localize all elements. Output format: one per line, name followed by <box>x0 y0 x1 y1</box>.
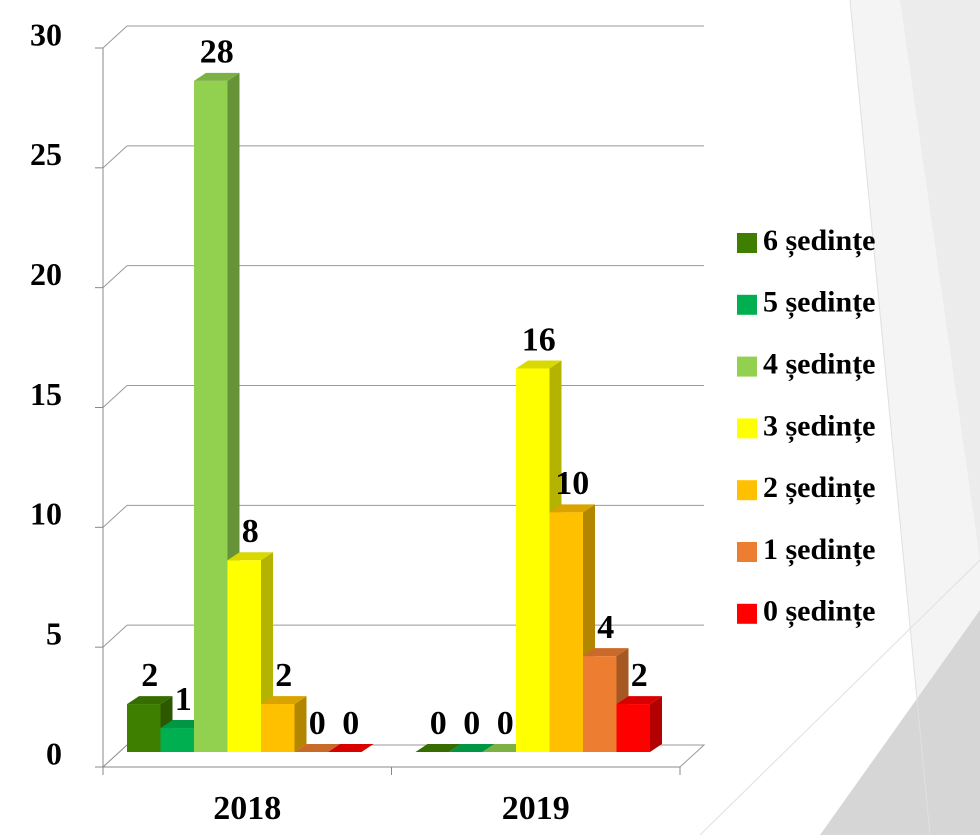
bar-top <box>294 744 340 752</box>
bar-top <box>616 696 662 705</box>
value-label: 8 <box>242 513 259 550</box>
legend-label: 2 ședințe <box>763 471 876 505</box>
bar <box>328 744 374 752</box>
x-tick-label: 2019 <box>502 790 570 827</box>
y-tick-label: 30 <box>30 16 62 52</box>
bar <box>616 696 662 752</box>
bar <box>549 504 595 752</box>
value-label: 1 <box>175 681 192 718</box>
bar-front <box>583 656 617 752</box>
value-label: 2 <box>631 657 648 694</box>
legend-swatch <box>737 233 757 253</box>
grid-line <box>102 744 128 768</box>
value-label: 16 <box>522 321 556 358</box>
bar-front <box>549 512 583 752</box>
legend-swatch <box>737 356 757 377</box>
bar-top <box>549 504 595 513</box>
bar-side <box>294 696 307 752</box>
bar <box>261 696 307 752</box>
bar-front <box>616 704 650 752</box>
legend-swatch <box>737 480 757 501</box>
y-tick-label: 15 <box>30 376 62 412</box>
bar <box>449 744 495 752</box>
grid-line <box>102 624 128 648</box>
y-tick-label: 10 <box>30 496 62 532</box>
bar-side <box>650 696 662 752</box>
value-label: 0 <box>309 705 326 742</box>
bar-top <box>194 72 240 81</box>
y-tick-label: 25 <box>30 136 62 172</box>
x-tick-label: 2018 <box>213 790 281 827</box>
legend-label: 0 ședințe <box>763 595 876 629</box>
bar <box>415 744 461 752</box>
legend-label: 4 ședințe <box>763 347 876 381</box>
legend-label: 5 ședințe <box>763 286 876 320</box>
bar <box>583 648 629 752</box>
y-tick-label: 5 <box>46 616 62 652</box>
bar-front <box>261 704 295 752</box>
bar-top <box>516 360 562 369</box>
value-label: 0 <box>463 705 480 742</box>
legend-label: 1 ședințe <box>763 533 876 567</box>
bar-front <box>160 728 194 752</box>
bar-top <box>227 552 273 561</box>
background-line <box>849 0 931 835</box>
value-label: 28 <box>200 34 234 71</box>
value-label: 2 <box>141 657 158 694</box>
legend-label: 6 ședințe <box>763 224 876 258</box>
y-tick-label: 20 <box>30 256 62 292</box>
legend-swatch <box>737 603 757 624</box>
bar-top <box>328 744 374 752</box>
value-label: 10 <box>555 465 589 502</box>
background-shape <box>900 0 980 560</box>
bar-top <box>127 696 173 705</box>
background-line <box>699 559 980 835</box>
value-label: 4 <box>597 609 614 646</box>
bar-front <box>516 368 550 752</box>
bar <box>294 744 340 752</box>
grid-line <box>102 25 128 49</box>
bar-top <box>261 696 307 705</box>
bar-top <box>415 744 461 752</box>
bar-front <box>227 560 261 752</box>
grid-line <box>102 385 128 408</box>
grid-line <box>102 145 128 169</box>
value-label: 2 <box>275 657 292 694</box>
bar-top <box>583 648 629 657</box>
grid-line <box>102 504 128 528</box>
value-label: 0 <box>430 705 447 742</box>
legend-swatch <box>737 294 757 315</box>
bar-front <box>127 704 161 752</box>
bar-top <box>449 744 495 752</box>
bar-front <box>194 80 228 752</box>
value-label: 0 <box>497 705 514 742</box>
y-tick-label: 0 <box>46 735 62 771</box>
background-shape <box>820 610 980 835</box>
legend-label: 3 ședințe <box>763 409 876 443</box>
legend-swatch <box>737 542 757 562</box>
grid-line <box>102 265 128 289</box>
value-label: 0 <box>342 705 359 742</box>
legend-swatch <box>737 418 757 439</box>
